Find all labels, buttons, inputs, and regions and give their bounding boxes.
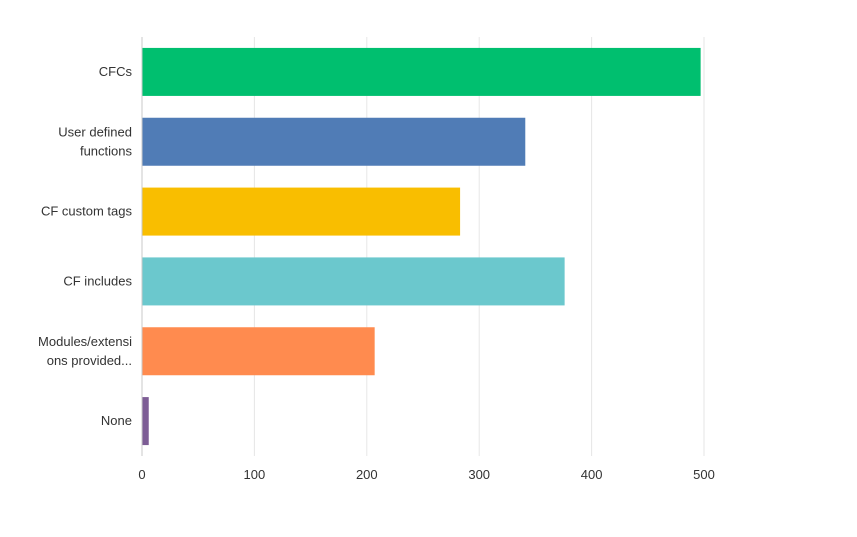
x-tick-labels: 0 100 200 300 400 500 xyxy=(138,467,714,482)
x-tick-label: 200 xyxy=(356,467,378,482)
x-tick-label: 300 xyxy=(468,467,490,482)
gridlines xyxy=(253,37,705,456)
bars xyxy=(142,47,701,446)
bar xyxy=(142,117,526,166)
bar xyxy=(142,397,149,446)
x-tick-label: 100 xyxy=(244,467,266,482)
x-tick-label: 0 xyxy=(138,467,145,482)
category-label: CF includes xyxy=(63,273,132,288)
category-label: functions xyxy=(80,143,133,158)
category-label: User defined xyxy=(58,124,132,139)
x-tick-label: 400 xyxy=(581,467,603,482)
category-label: Modules/extensi xyxy=(38,334,132,349)
category-label: CF custom tags xyxy=(41,204,133,219)
bar xyxy=(142,327,375,376)
bar xyxy=(142,47,701,96)
category-label: CFCs xyxy=(99,64,133,79)
bar xyxy=(142,187,461,236)
category-label: None xyxy=(101,413,132,428)
bar xyxy=(142,257,565,306)
category-label: ons provided... xyxy=(47,353,132,368)
x-tick-label: 500 xyxy=(693,467,715,482)
category-labels: CFCs User defined functions CF custom tags C… xyxy=(38,64,132,428)
